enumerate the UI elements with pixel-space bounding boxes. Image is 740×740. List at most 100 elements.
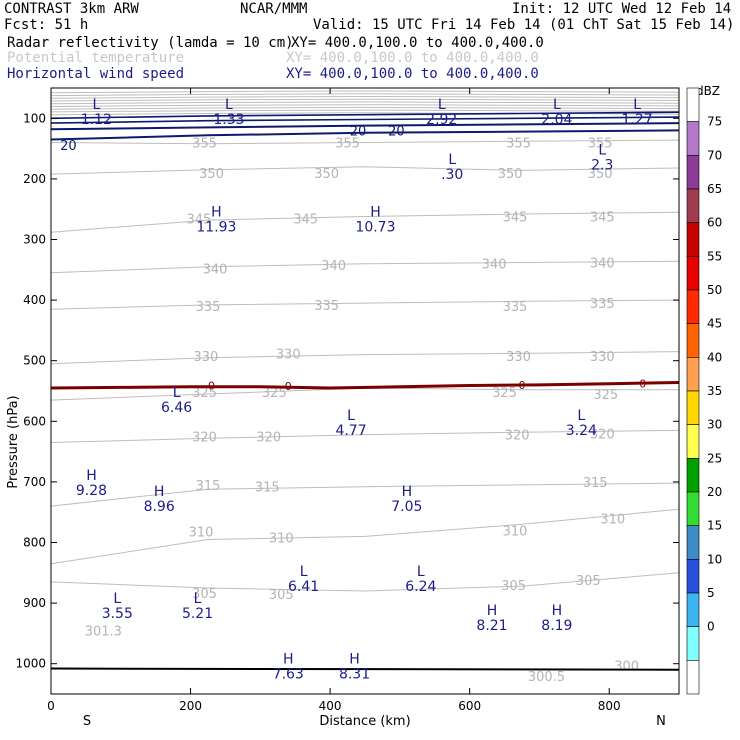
theta-label: 355 bbox=[192, 137, 217, 152]
theta-label: 310 bbox=[269, 532, 294, 547]
extremum-low: L bbox=[577, 408, 585, 424]
theta-label: 345 bbox=[187, 212, 212, 227]
extremum-value: 7.05 bbox=[391, 499, 422, 515]
theta-label: 315 bbox=[255, 481, 280, 496]
reflectivity-contour: 0 0 0 0 bbox=[50, 378, 680, 671]
extremum-value: 2.92 bbox=[426, 112, 457, 128]
theta-label: 335 bbox=[503, 300, 528, 315]
extremum-value: 9.28 bbox=[76, 483, 107, 499]
theta-line-325 bbox=[50, 387, 679, 401]
extremum-low: L bbox=[300, 564, 308, 580]
theta-label: 345 bbox=[590, 210, 615, 225]
colorbar-swatch bbox=[686, 289, 700, 324]
extremum-high: H bbox=[487, 603, 498, 619]
surface-line bbox=[50, 667, 680, 671]
theta-upper-line bbox=[50, 109, 680, 113]
colorbar-swatch bbox=[686, 87, 700, 122]
extremum-low: L bbox=[113, 591, 121, 607]
y-tick-label: 500 bbox=[23, 354, 46, 368]
extremum-value: 8.96 bbox=[144, 499, 175, 515]
colorbar-swatch bbox=[686, 458, 700, 493]
reflectivity-0-contour bbox=[50, 381, 680, 390]
potential-temperature-labels: 355 355 355 355 350 350 350 350 345 345 345 345 340 3… bbox=[85, 137, 639, 685]
forecast-hour: Fcst: 51 h bbox=[4, 17, 88, 33]
theta-label: 350 bbox=[199, 167, 224, 182]
theta-label: 315 bbox=[583, 476, 608, 491]
colorbar-swatch bbox=[686, 357, 700, 392]
theta-line-305 bbox=[50, 572, 680, 592]
extremum-value: 1.12 bbox=[81, 112, 112, 128]
model-name: CONTRAST 3km ARW bbox=[4, 1, 139, 17]
colorbar-swatch bbox=[686, 424, 700, 459]
colorbar-level-label: 30 bbox=[707, 418, 722, 432]
y-tick-label: 1000 bbox=[15, 657, 46, 671]
extremum-value: .30 bbox=[441, 167, 463, 183]
colorbar-swatch bbox=[686, 559, 700, 594]
field3-name: Horizontal wind speed bbox=[7, 66, 184, 82]
theta-label: 340 bbox=[590, 257, 615, 272]
theta-label: 325 bbox=[593, 388, 618, 403]
theta-label: 345 bbox=[503, 210, 528, 225]
theta-line-330 bbox=[50, 351, 680, 365]
colorbar-level-label: 10 bbox=[707, 552, 722, 566]
extremum-high: H bbox=[552, 603, 563, 619]
theta-upper-line bbox=[50, 104, 680, 107]
north-label: N bbox=[656, 714, 666, 729]
extremum-high: H bbox=[86, 468, 97, 484]
wind-label: 20 bbox=[388, 124, 405, 139]
colorbar-level-label: 45 bbox=[707, 317, 722, 331]
extremum-high: H bbox=[283, 652, 294, 668]
extremum-value: 8.21 bbox=[476, 618, 507, 634]
south-label: S bbox=[83, 714, 91, 729]
y-tick-label: 800 bbox=[23, 536, 46, 550]
field3-xy: XY= 400.0,100.0 to 400.0,400.0 bbox=[286, 66, 539, 82]
y-tick-label: 700 bbox=[23, 475, 46, 489]
y-axis-label: Pressure (hPa) bbox=[6, 395, 21, 488]
colorbar-swatch bbox=[686, 525, 700, 560]
theta-label: 340 bbox=[321, 259, 346, 274]
extremum-value: 6.41 bbox=[288, 579, 319, 595]
theta-label: 305 bbox=[192, 587, 217, 602]
colorbar-level-label: 40 bbox=[707, 350, 722, 364]
theta-label: 305 bbox=[576, 574, 601, 589]
wind-contour bbox=[50, 129, 680, 141]
extrema-markers: L1.12L1.33L2.92L2.04L1.27L.30L2.3H11.93H… bbox=[76, 97, 653, 682]
colorbar-swatch bbox=[686, 155, 700, 190]
theta-label: 355 bbox=[588, 137, 613, 152]
extremum-value: 6.24 bbox=[405, 579, 436, 595]
field2-name: Potential temperature bbox=[7, 50, 184, 66]
theta-label: 330 bbox=[193, 350, 218, 365]
colorbar-level-label: 35 bbox=[707, 384, 722, 398]
reflectivity-label: 0 bbox=[639, 378, 646, 391]
colorbar-level-label: 75 bbox=[707, 115, 722, 129]
extremum-value: 7.63 bbox=[273, 667, 304, 683]
colorbar-level-label: 50 bbox=[707, 283, 722, 297]
extremum-value: 2.04 bbox=[541, 112, 572, 128]
wind-speed-contours: 20 20 20 bbox=[50, 111, 680, 154]
theta-upper-line bbox=[50, 106, 680, 110]
colorbar-title: dBZ bbox=[696, 84, 720, 98]
extremum-high: H bbox=[370, 204, 381, 220]
x-tick-label: 200 bbox=[179, 699, 202, 713]
field2-xy: XY= 400.0,100.0 to 400.0,400.0 bbox=[286, 50, 539, 66]
extremum-low: L bbox=[438, 97, 446, 113]
theta-label: 320 bbox=[505, 429, 530, 444]
theta-label: 355 bbox=[335, 137, 360, 152]
extremum-high: H bbox=[211, 204, 222, 220]
theta-label: 335 bbox=[590, 297, 615, 312]
extremum-high: H bbox=[349, 652, 360, 668]
theta-label: 310 bbox=[189, 526, 214, 541]
wind-label: 20 bbox=[60, 139, 77, 154]
extremum-value: 4.77 bbox=[335, 423, 366, 439]
theta-label: 340 bbox=[203, 263, 228, 278]
center-name: NCAR/MMM bbox=[240, 1, 307, 17]
colorbar-swatch bbox=[686, 323, 700, 358]
wind-contour bbox=[50, 122, 680, 131]
y-tick-label: 100 bbox=[23, 111, 46, 125]
x-tick-label: 0 bbox=[47, 699, 55, 713]
theta-label: 300 bbox=[614, 660, 639, 675]
theta-line-315 bbox=[50, 482, 680, 507]
colorbar-swatch bbox=[686, 592, 700, 627]
x-axis-label: Distance (km) bbox=[319, 714, 410, 729]
